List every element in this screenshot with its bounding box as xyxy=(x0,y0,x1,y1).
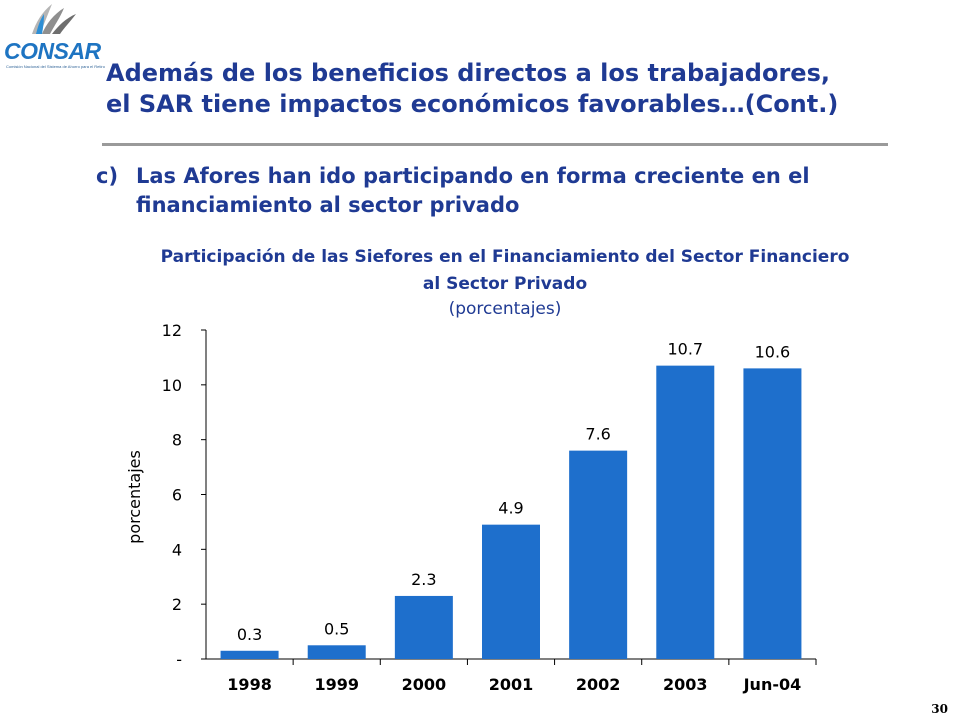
data-label: 2.3 xyxy=(411,570,436,589)
x-tick-label: 2001 xyxy=(489,675,534,694)
x-tick-label: 2000 xyxy=(402,675,447,694)
y-tick-label: - xyxy=(176,650,182,669)
y-tick-label: 10 xyxy=(162,376,182,395)
data-label: 0.5 xyxy=(324,619,349,638)
slide-title-line-2: el SAR tiene impactos económicos favorab… xyxy=(106,90,839,118)
y-tick-label: 8 xyxy=(172,431,182,450)
x-tick-label: 1998 xyxy=(227,675,272,694)
logo-subtitle: Comisión Nacional del Sistema de Ahorro … xyxy=(6,64,105,69)
bar xyxy=(394,595,453,659)
logo-wordmark: CONSAR xyxy=(4,38,101,64)
page-number: 30 xyxy=(931,702,948,716)
chart-subtitle: (porcentajes) xyxy=(448,299,562,319)
y-tick-label: 6 xyxy=(172,486,182,505)
x-tick-label: 1999 xyxy=(314,675,359,694)
bar xyxy=(656,365,715,659)
bar xyxy=(220,650,279,659)
y-axis-label: porcentajes xyxy=(125,450,144,544)
y-tick-label: 12 xyxy=(162,321,182,340)
slide-title: Además de los beneficios directos a los … xyxy=(106,58,838,120)
chart-title: Participación de las Siefores en el Fina… xyxy=(160,247,850,294)
data-label: 0.3 xyxy=(237,625,262,644)
bar xyxy=(569,450,628,659)
bar xyxy=(482,524,540,659)
consar-emblem-icon xyxy=(32,4,76,34)
x-tick-label: 2002 xyxy=(576,675,621,694)
bar xyxy=(307,645,366,659)
consar-logo xyxy=(32,4,76,34)
bullet-text: Las Afores han ido participando en forma… xyxy=(136,164,810,217)
data-label: 10.6 xyxy=(755,342,791,361)
slide-title-line-1: Además de los beneficios directos a los … xyxy=(106,59,830,87)
bar xyxy=(743,368,802,659)
x-tick-label: Jun-04 xyxy=(743,675,802,694)
data-label: 10.7 xyxy=(667,340,703,359)
y-tick-label: 4 xyxy=(172,540,182,559)
x-tick-label: 2003 xyxy=(663,675,708,694)
y-tick-label: 2 xyxy=(172,595,182,614)
data-label: 7.6 xyxy=(585,425,610,444)
bullet-marker: c) xyxy=(96,164,119,188)
data-label: 4.9 xyxy=(498,499,523,518)
title-divider xyxy=(102,143,888,146)
